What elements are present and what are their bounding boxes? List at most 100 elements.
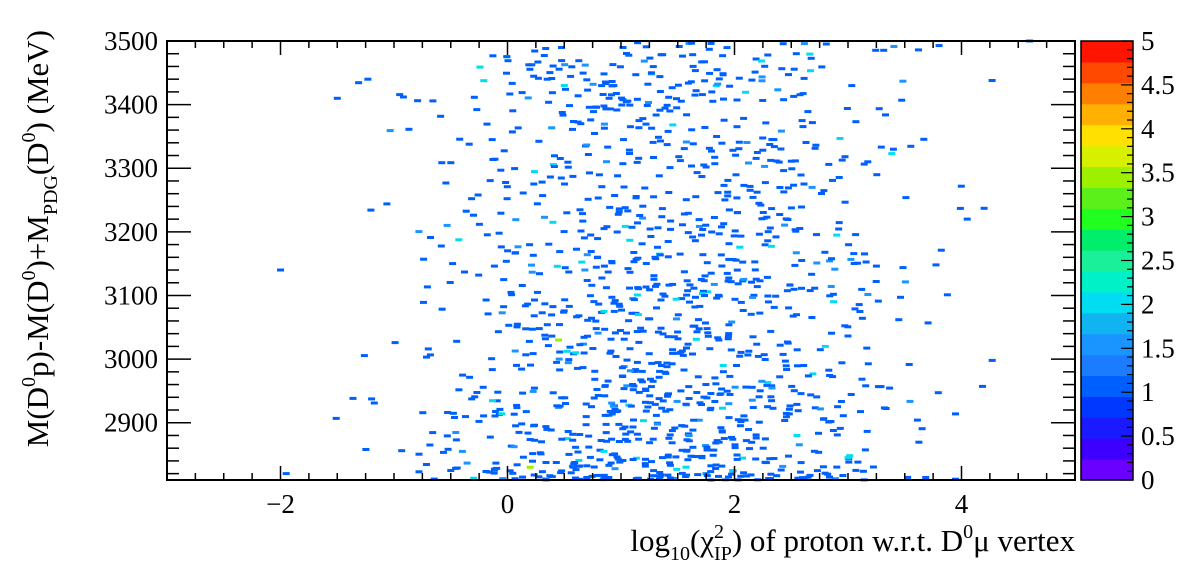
heatmap-cell: [427, 236, 434, 239]
heatmap-cell: [692, 337, 700, 341]
heatmap-cell: [503, 55, 511, 59]
heatmap-cell: [598, 276, 606, 280]
heatmap-cell: [606, 409, 614, 413]
y-tick-label: 3500: [104, 26, 158, 56]
heatmap-cell: [557, 176, 565, 180]
heatmap-cell: [711, 376, 719, 380]
heatmap-cell: [652, 413, 660, 417]
heatmap-cell: [452, 438, 460, 442]
heatmap-cell: [391, 341, 399, 345]
heatmap-cell: [586, 455, 594, 459]
heatmap-cell: [732, 173, 740, 177]
heatmap-cell: [695, 218, 703, 222]
heatmap-cell: [657, 326, 665, 330]
heatmap-cell: [649, 379, 657, 383]
heatmap-cell: [475, 222, 483, 226]
heatmap-cell: [576, 208, 584, 212]
heatmap-cell: [282, 472, 290, 476]
color-palette: 0 0.5 1 1.5 2 2.5 3 3.5 4 4.5 5: [1080, 26, 1175, 495]
heatmap-cell: [549, 163, 557, 167]
heatmap-cell: [935, 44, 943, 48]
heatmap-cell: [659, 332, 667, 336]
heatmap-cell: [526, 243, 534, 247]
heatmap-cell: [636, 214, 644, 217]
heatmap-cell: [538, 440, 545, 444]
heatmap-cell: [864, 160, 872, 164]
heatmap-cell: [630, 260, 638, 264]
heatmap-cell: [574, 94, 582, 98]
heatmap-cell: [561, 266, 569, 270]
heatmap-cell: [526, 438, 534, 441]
heatmap-cell: [646, 441, 654, 445]
heatmap-cell: [657, 139, 664, 143]
heatmap-cell: [687, 80, 695, 84]
heatmap-cell: [626, 238, 634, 242]
heatmap-cell: [790, 389, 798, 393]
heatmap-cell: [897, 295, 904, 299]
heatmap-cell: [812, 143, 820, 147]
heatmap-cell: [601, 413, 609, 417]
heatmap-cell: [587, 250, 595, 253]
heatmap-cell: [470, 213, 477, 217]
heatmap-cell: [583, 143, 591, 147]
palette-tick-label: 2.5: [1141, 246, 1175, 276]
heatmap-cell: [582, 402, 590, 406]
heatmap-cell: [567, 471, 575, 475]
heatmap-cell: [559, 113, 567, 117]
heatmap-cell: [619, 98, 627, 102]
heatmap-cell: [854, 460, 862, 464]
palette-tick-label: 3.5: [1141, 158, 1175, 188]
heatmap-cell: [770, 145, 778, 149]
heatmap-cell: [713, 439, 721, 443]
heatmap-cell: [678, 297, 686, 301]
heatmap-cell: [641, 462, 649, 466]
heatmap-cell: [800, 76, 808, 80]
heatmap-cell: [668, 362, 676, 366]
heatmap-cell: [702, 383, 710, 386]
palette-tick-label: 4: [1141, 114, 1155, 144]
heatmap-cell: [831, 267, 839, 271]
heatmap-cell: [956, 206, 964, 210]
heatmap-cell: [808, 185, 816, 189]
heatmap-cell: [549, 305, 557, 309]
heatmap-cell: [509, 109, 517, 113]
heatmap-cell: [689, 64, 697, 68]
heatmap-cell: [698, 93, 706, 97]
heatmap-cell: [863, 429, 871, 433]
heatmap-cell: [856, 310, 864, 313]
heatmap-cell: [689, 142, 697, 146]
heatmap-cell: [715, 338, 723, 342]
heatmap-cell: [846, 454, 854, 458]
heatmap-cell: [635, 156, 643, 160]
heatmap-cell: [780, 190, 788, 194]
heatmap-cell: [797, 392, 805, 396]
heatmap-cell: [452, 431, 460, 434]
heatmap-cell: [799, 125, 807, 129]
heatmap-cell: [764, 405, 772, 409]
heatmap-cell: [367, 208, 375, 212]
heatmap-cell: [558, 46, 565, 49]
heatmap-cell: [755, 420, 763, 424]
heatmap-cell: [624, 99, 632, 103]
heatmap-cell: [859, 469, 867, 473]
heatmap-cell: [728, 472, 736, 476]
heatmap-cell: [790, 67, 798, 71]
heatmap-cell: [699, 228, 707, 231]
heatmap-cell: [686, 283, 694, 287]
heatmap-cell: [500, 278, 508, 282]
heatmap-cell: [632, 195, 640, 198]
heatmap-cell: [874, 299, 882, 303]
heatmap-cell: [634, 41, 642, 45]
heatmap-cell: [696, 304, 704, 308]
heatmap-cell: [785, 454, 792, 458]
heatmap-cell: [753, 342, 761, 346]
heatmap-cell: [588, 283, 596, 287]
heatmap-cell: [664, 240, 672, 243]
heatmap-cell: [616, 329, 624, 332]
heatmap-cell: [780, 98, 788, 102]
heatmap-cell: [720, 222, 728, 226]
heatmap-cell: [711, 155, 719, 159]
heatmap-cell: [552, 461, 560, 464]
heatmap-cell: [612, 355, 620, 358]
heatmap-cell: [806, 52, 814, 56]
